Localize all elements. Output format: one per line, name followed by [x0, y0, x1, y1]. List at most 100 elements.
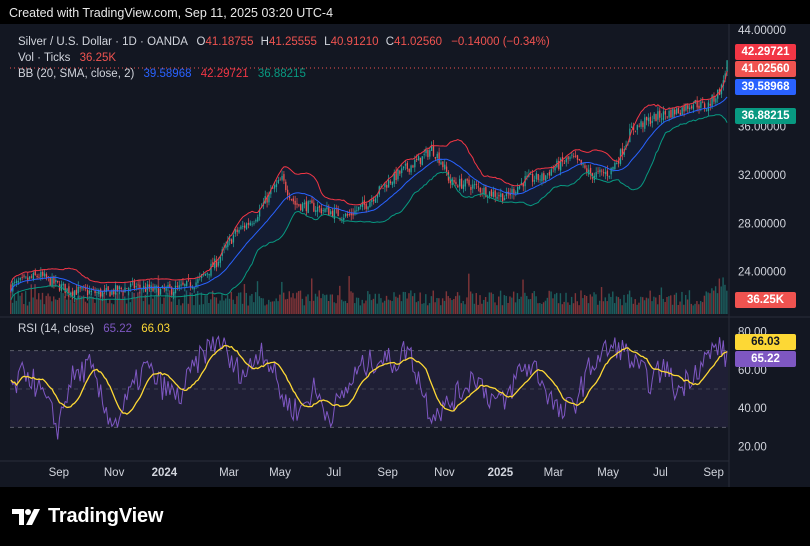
candle-body[interactable] — [313, 202, 315, 212]
candle-body[interactable] — [152, 286, 154, 291]
candle-body[interactable] — [438, 152, 440, 164]
candle-body[interactable] — [487, 197, 489, 198]
candle-body[interactable] — [88, 290, 91, 294]
candle-body[interactable] — [275, 183, 278, 187]
candle-body[interactable] — [679, 112, 681, 115]
candle-body[interactable] — [94, 290, 96, 294]
candle-body[interactable] — [573, 156, 575, 157]
candle-body[interactable] — [464, 179, 466, 187]
candle-body[interactable] — [36, 275, 38, 278]
candle-body[interactable] — [159, 288, 162, 295]
candle-body[interactable] — [191, 287, 193, 289]
candle-body[interactable] — [301, 203, 304, 212]
candle-body[interactable] — [545, 175, 547, 181]
candle-body[interactable] — [225, 245, 227, 248]
candle-body[interactable] — [10, 284, 12, 292]
candle-body[interactable] — [492, 191, 494, 197]
candle-body[interactable] — [365, 203, 367, 209]
candle-body[interactable] — [391, 182, 394, 186]
candle-body[interactable] — [644, 117, 646, 129]
candle-body[interactable] — [432, 145, 435, 156]
candle-body[interactable] — [419, 157, 422, 164]
candle-body[interactable] — [101, 291, 104, 297]
candle-body[interactable] — [70, 292, 72, 295]
chart-area[interactable]: 44.00000 36.00000 32.00000 28.00000 24.00000… — [0, 24, 810, 487]
candle-body[interactable] — [675, 108, 678, 114]
candle-body[interactable] — [189, 282, 192, 288]
candle-body[interactable] — [343, 217, 345, 220]
candle-body[interactable] — [505, 191, 508, 197]
candle-body[interactable] — [236, 229, 238, 233]
candle-body[interactable] — [92, 288, 94, 290]
symbol-title[interactable]: Silver / U.S. Dollar · 1D · OANDA — [18, 36, 188, 48]
candle-body[interactable] — [85, 287, 87, 290]
rsi-ma-line[interactable] — [10, 344, 728, 415]
candle-body[interactable] — [380, 186, 382, 188]
candle-body[interactable] — [472, 184, 474, 189]
candle-body[interactable] — [277, 179, 279, 183]
candle-body[interactable] — [401, 168, 403, 174]
candle-body[interactable] — [511, 189, 513, 195]
bb-upper-line[interactable] — [10, 70, 728, 284]
candle-body[interactable] — [120, 287, 122, 290]
candle-body[interactable] — [488, 191, 491, 197]
candle-body[interactable] — [524, 176, 526, 187]
candle-body[interactable] — [687, 105, 689, 109]
candle-body[interactable] — [86, 289, 89, 296]
candle-body[interactable] — [292, 198, 294, 202]
candle-body[interactable] — [118, 286, 121, 290]
candle-body[interactable] — [15, 280, 18, 284]
candle-body[interactable] — [285, 181, 287, 191]
candle-body[interactable] — [55, 279, 57, 282]
candle-body[interactable] — [417, 156, 420, 161]
candle-body[interactable] — [473, 184, 476, 186]
candle-body[interactable] — [668, 111, 670, 118]
candle-body[interactable] — [483, 187, 485, 195]
candle-body[interactable] — [713, 95, 715, 102]
candle-body[interactable] — [449, 178, 451, 184]
candle-body[interactable] — [444, 164, 446, 170]
candle-body[interactable] — [445, 166, 448, 173]
candle-body[interactable] — [569, 157, 571, 159]
candle-body[interactable] — [681, 107, 683, 116]
candle-body[interactable] — [550, 169, 552, 176]
candle-body[interactable] — [103, 289, 106, 291]
candle-body[interactable] — [559, 158, 562, 171]
candle-body[interactable] — [397, 169, 399, 180]
candle-body[interactable] — [552, 167, 554, 169]
candle-body[interactable] — [354, 210, 356, 215]
candle-body[interactable] — [477, 186, 480, 188]
candle-body[interactable] — [206, 273, 208, 275]
candle-body[interactable] — [219, 256, 222, 263]
candle-body[interactable] — [576, 155, 579, 160]
candle-body[interactable] — [384, 183, 386, 188]
candle-body[interactable] — [502, 193, 504, 202]
candle-body[interactable] — [453, 180, 455, 183]
candle-body[interactable] — [178, 285, 180, 289]
candle-body[interactable] — [96, 292, 98, 294]
candle-body[interactable] — [320, 208, 322, 214]
candle-body[interactable] — [311, 200, 313, 204]
candle-body[interactable] — [608, 176, 610, 178]
candle-body[interactable] — [369, 201, 371, 208]
candle-body[interactable] — [373, 199, 375, 202]
candle-body[interactable] — [696, 101, 698, 108]
candle-body[interactable] — [539, 179, 541, 181]
candle-body[interactable] — [217, 261, 220, 266]
candle-body[interactable] — [165, 287, 167, 291]
candle-body[interactable] — [288, 195, 291, 199]
rsi-legend[interactable]: RSI (14, close) 65.22 66.03 — [18, 323, 170, 335]
candle-body[interactable] — [358, 206, 360, 210]
candle-body[interactable] — [485, 186, 487, 197]
candle-body[interactable] — [636, 124, 638, 130]
candle-body[interactable] — [114, 285, 117, 295]
bb-lower-line[interactable] — [10, 114, 728, 301]
candle-body[interactable] — [457, 185, 459, 188]
candle-body[interactable] — [707, 102, 710, 112]
candle-body[interactable] — [290, 199, 293, 200]
tradingview-logo[interactable]: TradingView — [12, 505, 163, 528]
candle-body[interactable] — [34, 271, 36, 275]
candle-body[interactable] — [232, 235, 235, 243]
candle-body[interactable] — [45, 274, 48, 279]
candle-body[interactable] — [255, 219, 257, 222]
